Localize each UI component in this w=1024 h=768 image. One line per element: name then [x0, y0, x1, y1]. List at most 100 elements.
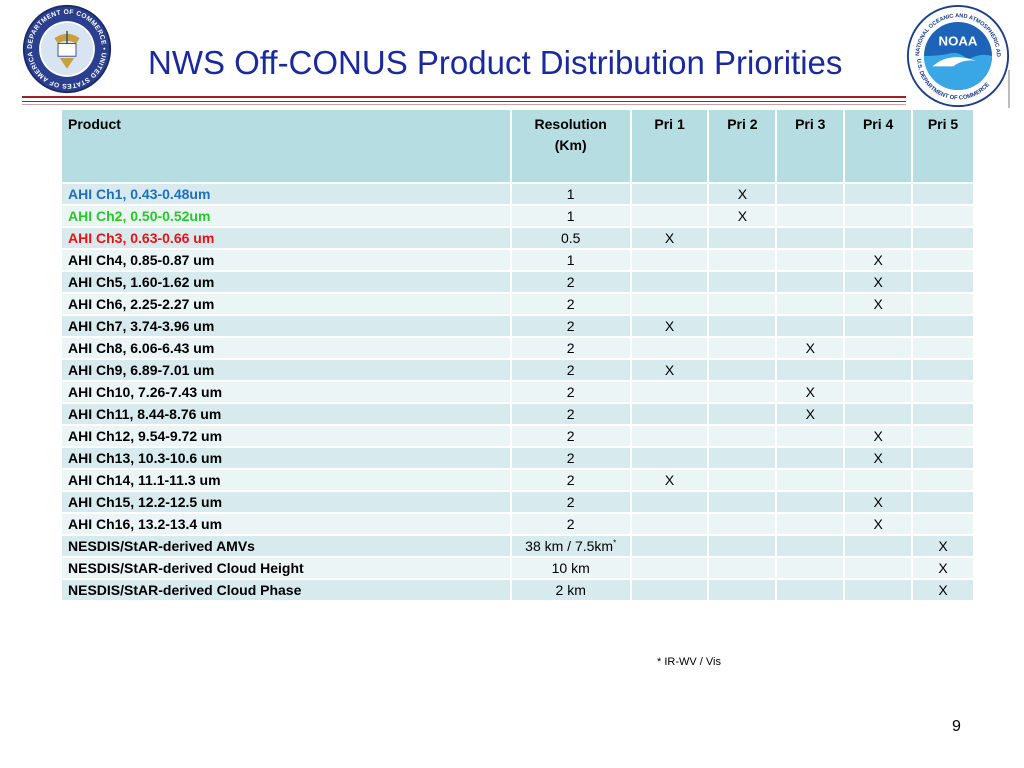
table-row: NESDIS/StAR-derived Cloud Phase 2 km X: [62, 580, 973, 600]
table-row: AHI Ch8, 6.06-6.43 um 2 X: [62, 338, 973, 358]
pri-5-cell: [913, 360, 973, 380]
resolution-cell: 2: [511, 448, 630, 468]
table-row: AHI Ch10, 7.26-7.43 um 2 X: [62, 382, 973, 402]
product-cell: AHI Ch15, 12.2-12.5 um: [62, 492, 510, 512]
table-header-row: Product Resolution (Km) Pri 1 Pri 2 Pri 3…: [62, 110, 973, 182]
pri-2-cell: [709, 360, 776, 380]
pri-1-cell: [631, 448, 708, 468]
product-cell: AHI Ch10, 7.26-7.43 um: [62, 382, 510, 402]
pri-1-cell: [631, 426, 708, 446]
pri-3-cell: [777, 580, 844, 600]
commerce-seal-logo: DEPARTMENT OF COMMERCE • UNITED STATES O…: [22, 4, 112, 94]
resolution-cell: 2 km: [511, 580, 630, 600]
header-pri-1: Pri 1: [631, 110, 708, 182]
pri-5-cell: X: [913, 536, 973, 556]
pri-1-cell: [631, 184, 708, 204]
pri-2-cell: [709, 514, 776, 534]
pri-5-cell: [913, 294, 973, 314]
pri-4-cell: [845, 470, 912, 490]
product-cell: AHI Ch13, 10.3-10.6 um: [62, 448, 510, 468]
table-row: AHI Ch6, 2.25-2.27 um 2 X: [62, 294, 973, 314]
table-row: NESDIS/StAR-derived Cloud Height 10 km X: [62, 558, 973, 578]
product-cell: AHI Ch5, 1.60-1.62 um: [62, 272, 510, 292]
pri-5-cell: X: [913, 580, 973, 600]
resolution-cell: 2: [511, 514, 630, 534]
pri-3-cell: X: [777, 338, 844, 358]
pri-4-cell: X: [845, 448, 912, 468]
header-pri-4: Pri 4: [845, 110, 912, 182]
pri-5-cell: [913, 272, 973, 292]
resolution-cell: 2: [511, 272, 630, 292]
header-resolution: Resolution (Km): [511, 110, 630, 182]
pri-1-cell: [631, 382, 708, 402]
pri-3-cell: [777, 426, 844, 446]
pri-4-cell: [845, 206, 912, 226]
pri-2-cell: [709, 294, 776, 314]
product-cell: AHI Ch12, 9.54-9.72 um: [62, 426, 510, 446]
pri-1-cell: [631, 514, 708, 534]
pri-3-cell: [777, 448, 844, 468]
resolution-cell: 0.5: [511, 228, 630, 248]
pri-1-cell: [631, 294, 708, 314]
pri-1-cell: [631, 492, 708, 512]
pri-1-cell: [631, 250, 708, 270]
resolution-cell: 2: [511, 316, 630, 336]
pri-5-cell: [913, 448, 973, 468]
pri-2-cell: [709, 404, 776, 424]
resolution-cell: 1: [511, 206, 630, 226]
footnote-marker: *: [613, 538, 617, 548]
pri-4-cell: X: [845, 294, 912, 314]
table-row: NESDIS/StAR-derived AMVs 38 km / 7.5km* X: [62, 536, 973, 556]
pri-4-cell: [845, 228, 912, 248]
noaa-logo: NATIONAL OCEANIC AND ATMOSPHERIC ADMINIS…: [906, 4, 1010, 108]
pri-1-cell: [631, 580, 708, 600]
pri-2-cell: [709, 580, 776, 600]
pri-4-cell: [845, 184, 912, 204]
pri-5-cell: [913, 470, 973, 490]
pri-4-cell: X: [845, 514, 912, 534]
footnote: * IR-WV / Vis: [657, 656, 721, 668]
pri-1-cell: [631, 536, 708, 556]
pri-4-cell: X: [845, 492, 912, 512]
product-cell: AHI Ch2, 0.50-0.52um: [62, 206, 510, 226]
pri-4-cell: [845, 338, 912, 358]
pri-3-cell: [777, 360, 844, 380]
pri-2-cell: X: [709, 184, 776, 204]
pri-2-cell: [709, 316, 776, 336]
product-cell: AHI Ch4, 0.85-0.87 um: [62, 250, 510, 270]
product-cell: AHI Ch1, 0.43-0.48um: [62, 184, 510, 204]
pri-5-cell: [913, 338, 973, 358]
header-product: Product: [62, 110, 510, 182]
pri-3-cell: [777, 470, 844, 490]
pri-2-cell: [709, 558, 776, 578]
table-row: AHI Ch12, 9.54-9.72 um 2 X: [62, 426, 973, 446]
pri-3-cell: [777, 514, 844, 534]
pri-3-cell: X: [777, 382, 844, 402]
table-row: AHI Ch4, 0.85-0.87 um 1 X: [62, 250, 973, 270]
product-cell: NESDIS/StAR-derived Cloud Height: [62, 558, 510, 578]
pri-4-cell: [845, 558, 912, 578]
resolution-cell: 2: [511, 294, 630, 314]
resolution-cell: 1: [511, 250, 630, 270]
pri-4-cell: [845, 404, 912, 424]
pri-2-cell: [709, 448, 776, 468]
table-row: AHI Ch1, 0.43-0.48um 1 X: [62, 184, 973, 204]
pri-3-cell: [777, 558, 844, 578]
product-cell: NESDIS/StAR-derived AMVs: [62, 536, 510, 556]
pri-3-cell: X: [777, 404, 844, 424]
pri-2-cell: [709, 536, 776, 556]
resolution-cell: 1: [511, 184, 630, 204]
header-pri-3: Pri 3: [777, 110, 844, 182]
table-row: AHI Ch7, 3.74-3.96 um 2 X: [62, 316, 973, 336]
pri-2-cell: [709, 338, 776, 358]
pri-1-cell: [631, 206, 708, 226]
pri-3-cell: [777, 316, 844, 336]
product-cell: AHI Ch3, 0.63-0.66 um: [62, 228, 510, 248]
pri-1-cell: [631, 558, 708, 578]
product-cell: AHI Ch11, 8.44-8.76 um: [62, 404, 510, 424]
table-row: AHI Ch13, 10.3-10.6 um 2 X: [62, 448, 973, 468]
pri-5-cell: [913, 426, 973, 446]
pri-5-cell: [913, 228, 973, 248]
product-cell: NESDIS/StAR-derived Cloud Phase: [62, 580, 510, 600]
pri-5-cell: [913, 404, 973, 424]
